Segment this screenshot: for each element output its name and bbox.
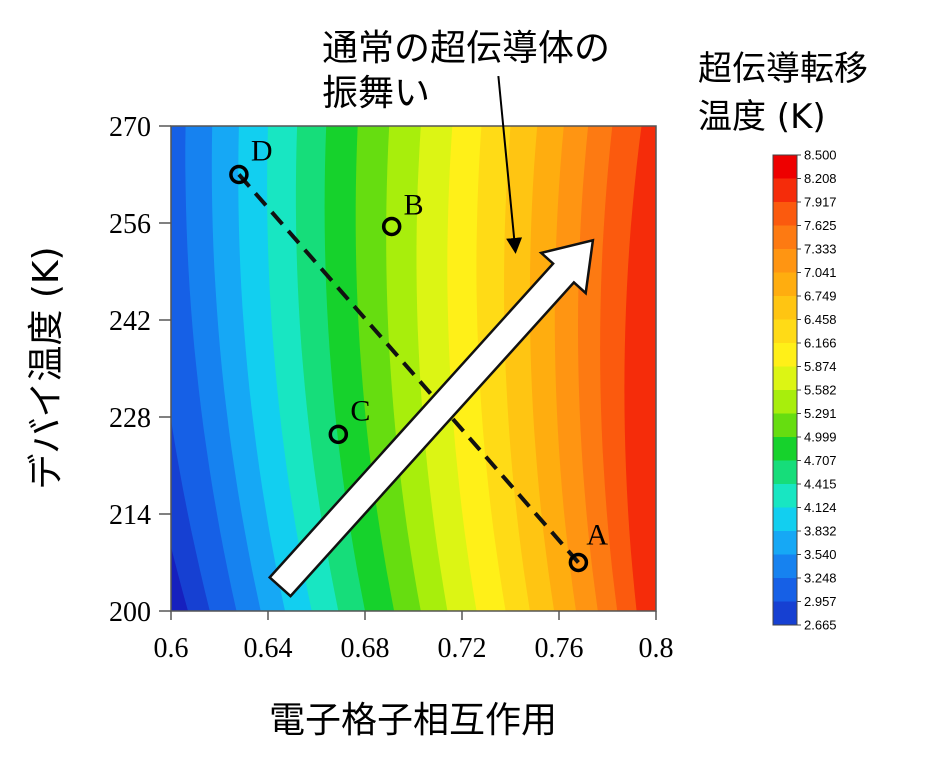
title-line-2: 振舞い bbox=[322, 73, 430, 114]
y-axis-title: デバイ温度 (K) bbox=[26, 246, 67, 489]
point-label: D bbox=[251, 135, 273, 168]
dashed-line-d-to-a bbox=[237, 173, 580, 564]
annotation-arrow bbox=[497, 75, 523, 254]
colorbar-swatch bbox=[773, 507, 797, 532]
x-axis: 0.6 0.64 0.68 0.72 0.76 0.8 bbox=[154, 611, 674, 664]
colorbar-swatch bbox=[773, 437, 797, 461]
colorbar-swatch bbox=[773, 296, 797, 320]
colorbar-level-label: 3.248 bbox=[804, 571, 837, 586]
colorbar-level-label: 7.333 bbox=[804, 242, 837, 257]
colorbar-swatch bbox=[773, 366, 797, 391]
colorbar-level-label: 5.874 bbox=[804, 359, 837, 374]
colorbar-swatch bbox=[773, 460, 797, 485]
point-marker bbox=[568, 552, 589, 573]
y-tick-label: 200 bbox=[109, 597, 151, 628]
y-tick-label: 256 bbox=[109, 209, 151, 240]
colorbar-level-label: 4.999 bbox=[804, 430, 837, 445]
point-marker bbox=[381, 216, 402, 237]
colorbar-title-line-1: 超伝導転移 bbox=[698, 49, 868, 89]
colorbar-level-label: 3.832 bbox=[804, 524, 837, 539]
title-line-1: 通常の超伝導体の bbox=[322, 28, 610, 69]
colorbar-level-label: 7.041 bbox=[804, 265, 837, 280]
contour-band bbox=[624, 126, 656, 611]
point-label: B bbox=[404, 188, 424, 221]
data-points: A B C D bbox=[229, 135, 608, 573]
colorbar-level-label: 4.415 bbox=[804, 477, 837, 492]
colorbar-title-line-2: 温度 (K) bbox=[698, 97, 826, 137]
colorbar-level-label: 2.665 bbox=[804, 618, 837, 633]
colorbar-swatch bbox=[773, 343, 797, 367]
x-tick-label: 0.68 bbox=[341, 633, 390, 664]
colorbar-level-label: 7.625 bbox=[804, 218, 837, 233]
x-tick-label: 0.72 bbox=[438, 633, 487, 664]
colorbar-swatch bbox=[773, 554, 797, 579]
colorbar-swatch bbox=[773, 484, 797, 508]
colorbar-swatch bbox=[773, 155, 797, 179]
x-tick-label: 0.8 bbox=[639, 633, 674, 664]
colorbar-level-label: 6.749 bbox=[804, 289, 837, 304]
point-label: A bbox=[586, 519, 608, 552]
y-axis: 270 256 242 228 214 200 bbox=[109, 112, 171, 628]
colorbar-swatch bbox=[773, 225, 797, 250]
colorbar-swatch bbox=[773, 390, 797, 414]
point-marker bbox=[229, 164, 249, 185]
y-tick-label: 270 bbox=[109, 112, 151, 143]
y-tick-label: 242 bbox=[109, 306, 151, 337]
colorbar-swatch bbox=[773, 601, 797, 626]
trend-arrow bbox=[267, 238, 595, 598]
x-tick-label: 0.76 bbox=[535, 633, 584, 664]
x-tick-label: 0.6 bbox=[154, 633, 189, 664]
point-label: C bbox=[350, 394, 370, 427]
x-tick-label: 0.64 bbox=[244, 633, 293, 664]
colorbar-level-label: 4.707 bbox=[804, 453, 837, 468]
colorbar-level-label: 8.500 bbox=[804, 148, 837, 163]
colorbar-level-label: 6.458 bbox=[804, 312, 837, 327]
colorbar-swatch bbox=[773, 272, 797, 297]
y-tick-label: 214 bbox=[109, 500, 151, 531]
colorbar-swatch bbox=[773, 249, 797, 273]
colorbar-level-label: 7.917 bbox=[804, 195, 837, 210]
colorbar-level-label: 6.166 bbox=[804, 336, 837, 351]
colorbar-swatch bbox=[773, 578, 797, 602]
contour-bands bbox=[171, 126, 656, 611]
colorbar-swatch bbox=[773, 202, 797, 226]
colorbar-level-label: 5.291 bbox=[804, 406, 837, 421]
colorbar-level-label: 5.582 bbox=[804, 383, 837, 398]
colorbar-swatch bbox=[773, 178, 797, 203]
point-marker bbox=[328, 424, 349, 445]
colorbar-level-label: 3.540 bbox=[804, 547, 837, 562]
colorbar-swatch bbox=[773, 531, 797, 555]
colorbar-level-label: 8.208 bbox=[804, 171, 837, 186]
colorbar-level-label: 4.124 bbox=[804, 500, 837, 515]
x-axis-title: 電子格子相互作用 bbox=[269, 700, 557, 741]
colorbar-swatch bbox=[773, 319, 797, 344]
colorbar-level-label: 2.957 bbox=[804, 594, 837, 609]
colorbar: 8.500 8.208 7.917 7.625 7.333 7.041 6.749 6.458… bbox=[772, 148, 837, 633]
y-tick-label: 228 bbox=[109, 403, 151, 434]
plot-frame bbox=[170, 125, 657, 612]
colorbar-swatch bbox=[773, 413, 797, 438]
